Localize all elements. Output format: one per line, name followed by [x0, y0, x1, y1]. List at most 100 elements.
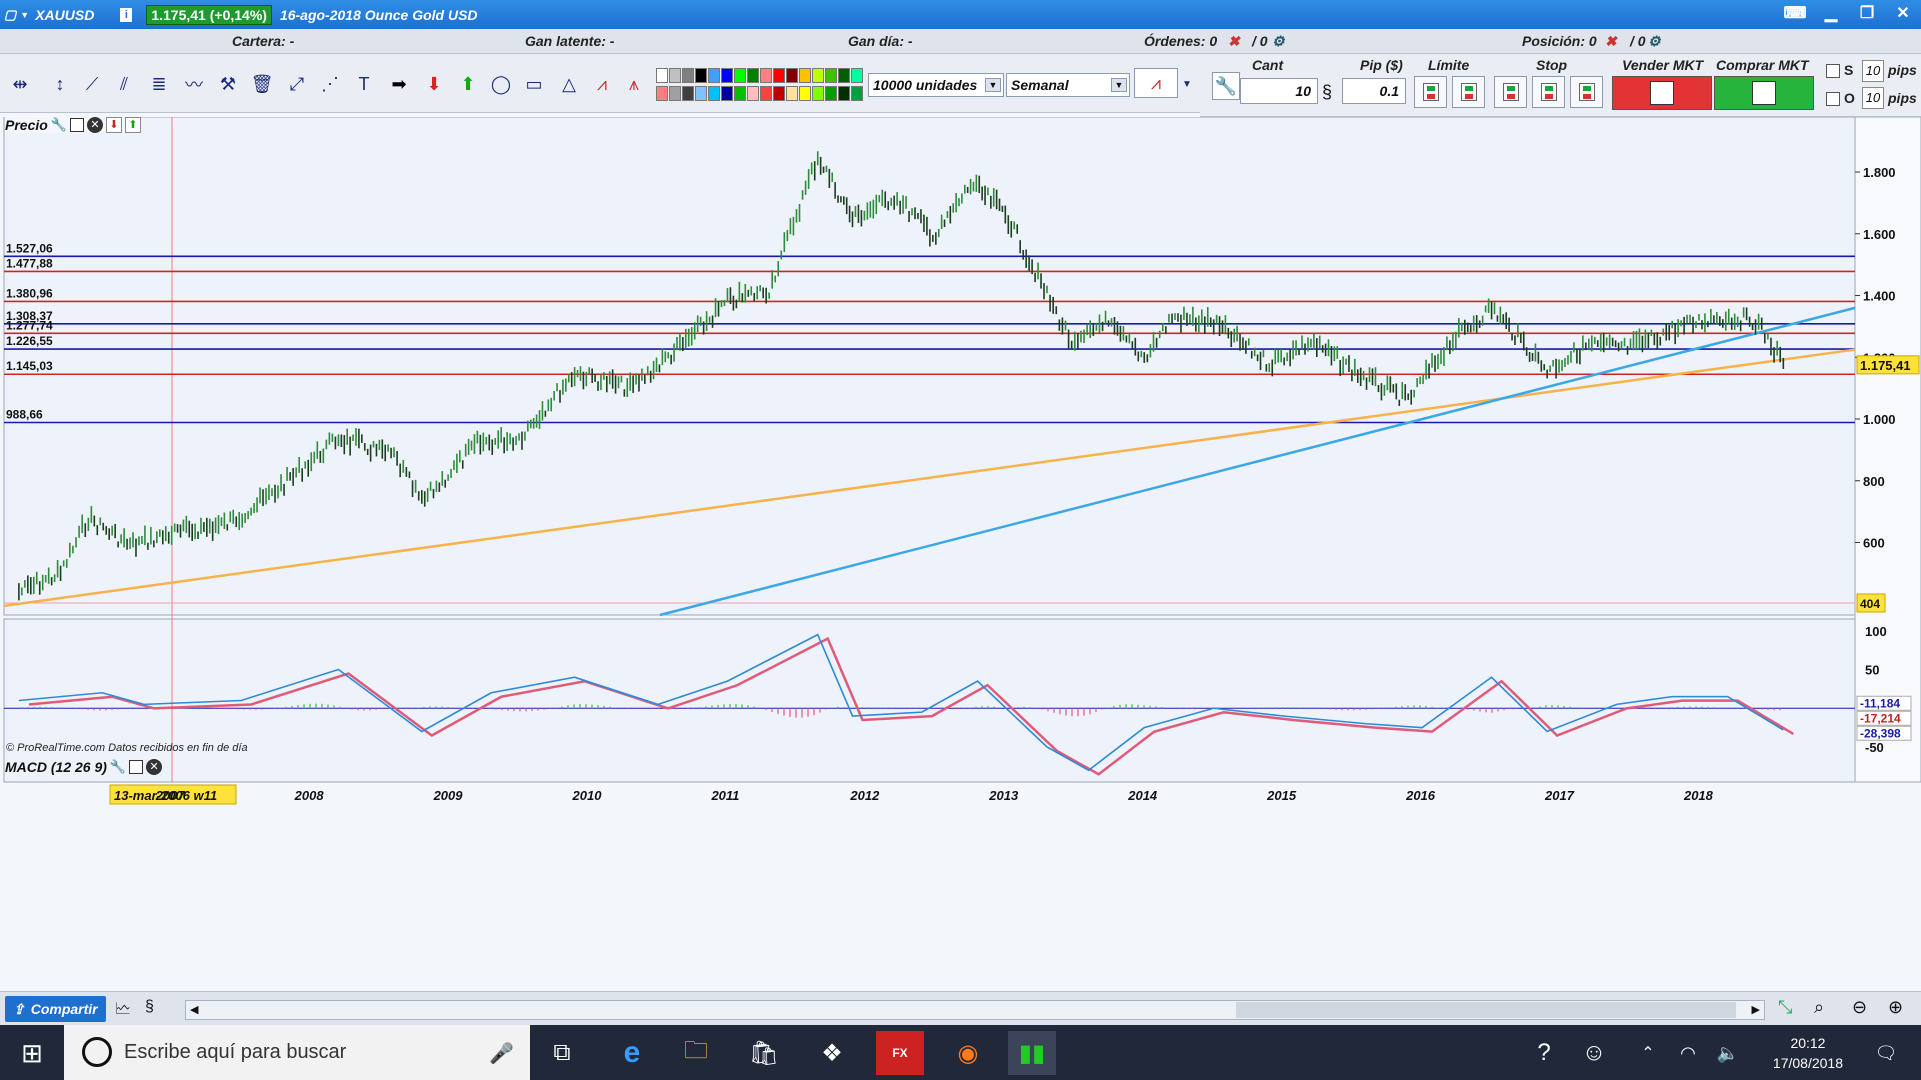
close-panel-icon[interactable]: ✕	[87, 117, 103, 133]
pattern-icon[interactable]: ⩘	[596, 73, 608, 94]
parallel-icon[interactable]: ⋰	[321, 73, 339, 94]
taskbar-clock[interactable]: 20:12 17/08/2018	[1773, 1033, 1843, 1073]
posicion-close-icon[interactable]: ✖	[1605, 33, 1617, 49]
color-swatch[interactable]	[851, 86, 863, 101]
stop-sell-button[interactable]	[1532, 76, 1565, 108]
color-swatch[interactable]	[825, 68, 837, 83]
color-swatch[interactable]	[825, 86, 837, 101]
zoom-fit-icon[interactable]: ⌕	[1814, 997, 1825, 1017]
ellipse-icon[interactable]: ◯	[490, 73, 512, 94]
color-swatch[interactable]	[734, 68, 746, 83]
taskbar-search[interactable]: Escribe aquí para buscar 🎤	[64, 1025, 530, 1080]
share-button[interactable]: ⇪ Compartir	[5, 996, 106, 1022]
color-swatch[interactable]	[682, 68, 694, 83]
color-swatch[interactable]	[695, 68, 707, 83]
wrench-icon[interactable]: 🔧	[50, 117, 67, 132]
pip-input[interactable]: 0.1	[1342, 78, 1406, 104]
cant-input[interactable]: 10	[1240, 78, 1318, 104]
trash-icon[interactable]: 🗑	[250, 73, 274, 94]
volume-icon[interactable]: 🔈	[1716, 1042, 1740, 1063]
move-down-icon[interactable]: ⬇	[106, 117, 122, 133]
ordenes-settings-icon[interactable]: ⚙	[1272, 33, 1285, 49]
horizontal-line-icon[interactable]: ⇹	[12, 73, 28, 94]
o-checkbox[interactable]	[1826, 92, 1840, 106]
windows-start-icon[interactable]: ⊞	[21, 1037, 43, 1068]
arrow-right-icon[interactable]: ➡	[391, 73, 407, 94]
color-palette[interactable]	[656, 68, 866, 104]
firefox-icon[interactable]: ◉	[957, 1039, 979, 1067]
arrow-up-icon[interactable]: ⬆	[460, 73, 476, 94]
color-swatch[interactable]	[838, 68, 850, 83]
color-swatch[interactable]	[760, 86, 772, 101]
s-checkbox[interactable]	[1826, 64, 1840, 78]
indicator-dropdown-icon[interactable]: ▼	[1182, 78, 1192, 90]
tools-icon[interactable]: ⚒	[219, 73, 237, 94]
o-pips-input[interactable]: 10	[1862, 87, 1884, 109]
channel-icon[interactable]: ⫽	[119, 73, 129, 94]
timeframe-dropdown-icon[interactable]: ▼	[1111, 78, 1127, 92]
color-swatch[interactable]	[786, 68, 798, 83]
color-swatch[interactable]	[812, 68, 824, 83]
color-swatch[interactable]	[734, 86, 746, 101]
vertical-line-icon[interactable]: ↕	[55, 73, 65, 94]
color-swatch[interactable]	[669, 86, 681, 101]
close-panel-icon[interactable]: ✕	[146, 759, 163, 775]
s-pips-input[interactable]: 10	[1862, 60, 1884, 82]
color-swatch[interactable]	[695, 86, 707, 101]
stop-other-button[interactable]	[1570, 76, 1603, 108]
triangle-icon[interactable]: △	[562, 73, 576, 94]
scroll-left-icon[interactable]: ◀	[190, 1004, 199, 1016]
color-swatch[interactable]	[760, 68, 772, 83]
fibonacci-icon[interactable]: ≣	[151, 73, 167, 94]
fxpro-icon[interactable]: FX	[876, 1031, 924, 1075]
tray-chevron-icon[interactable]: ⌃	[1641, 1045, 1655, 1062]
color-swatch[interactable]	[656, 86, 668, 101]
autoscale-icon[interactable]: ⤡	[1778, 997, 1793, 1017]
chart-scrollbar[interactable]: ◀ ▶	[185, 1000, 1765, 1020]
zoom-in-icon[interactable]: ⊕	[1888, 997, 1904, 1017]
limit-sell-button[interactable]	[1452, 76, 1485, 108]
maximize-button[interactable]: ❐	[1859, 5, 1875, 22]
color-swatch[interactable]	[721, 68, 733, 83]
color-swatch[interactable]	[786, 86, 798, 101]
zigzag-icon[interactable]: 〰	[185, 75, 203, 95]
wrench-icon[interactable]: 🔧	[109, 759, 127, 774]
prorealtime-icon[interactable]: ▮▮	[1008, 1031, 1056, 1075]
edge-icon[interactable]: e	[623, 1036, 641, 1069]
notifications-icon[interactable]: 🗨	[1874, 1042, 1898, 1063]
window-icon[interactable]	[70, 118, 84, 132]
rectangle-icon[interactable]: ▭	[525, 73, 543, 94]
microphone-icon[interactable]: 🎤	[489, 1043, 514, 1065]
symbol-label[interactable]: XAUUSD	[35, 6, 95, 23]
chart-area[interactable]: 1.527,06 1.477,88 1.380,96 1.308,37 1.277,74…	[0, 116, 1921, 991]
timeframe-select[interactable]: Semanal ▼	[1006, 73, 1130, 97]
network-icon[interactable]: ◠	[1680, 1042, 1696, 1063]
scroll-thumb[interactable]	[1236, 1002, 1736, 1018]
file-explorer-icon[interactable]: 🗀	[684, 1036, 708, 1064]
orange-trendline[interactable]	[3, 348, 1856, 608]
minimize-button[interactable]: ▁	[1824, 5, 1838, 22]
color-swatch[interactable]	[812, 86, 824, 101]
dropbox-icon[interactable]: ❖	[821, 1039, 843, 1067]
color-swatch[interactable]	[721, 86, 733, 101]
units-select[interactable]: 10000 unidades ▼	[868, 73, 1004, 97]
color-swatch[interactable]	[851, 68, 863, 83]
ordenes-close-icon[interactable]: ✖	[1228, 33, 1240, 49]
indicator-icon[interactable]: ⩘	[1134, 68, 1178, 98]
color-swatch[interactable]	[669, 68, 681, 83]
trendline-icon[interactable]: ⟋	[85, 73, 99, 94]
color-swatch[interactable]	[747, 68, 759, 83]
keyboard-icon[interactable]: ⌨	[1783, 5, 1807, 22]
color-swatch[interactable]	[747, 86, 759, 101]
color-swatch[interactable]	[656, 68, 668, 83]
window-icon[interactable]: ▢	[4, 6, 17, 22]
color-swatch[interactable]	[708, 68, 720, 83]
tools-icon[interactable]: 🗠	[115, 1001, 132, 1018]
color-swatch[interactable]	[773, 68, 785, 83]
wrench-icon[interactable]: 🔧	[1212, 72, 1240, 100]
posicion-settings-icon[interactable]: ⚙	[1648, 33, 1661, 49]
task-view-icon[interactable]: ⧉	[553, 1039, 571, 1066]
color-swatch[interactable]	[773, 86, 785, 101]
color-swatch[interactable]	[799, 86, 811, 101]
stop-buy-button[interactable]	[1494, 76, 1527, 108]
